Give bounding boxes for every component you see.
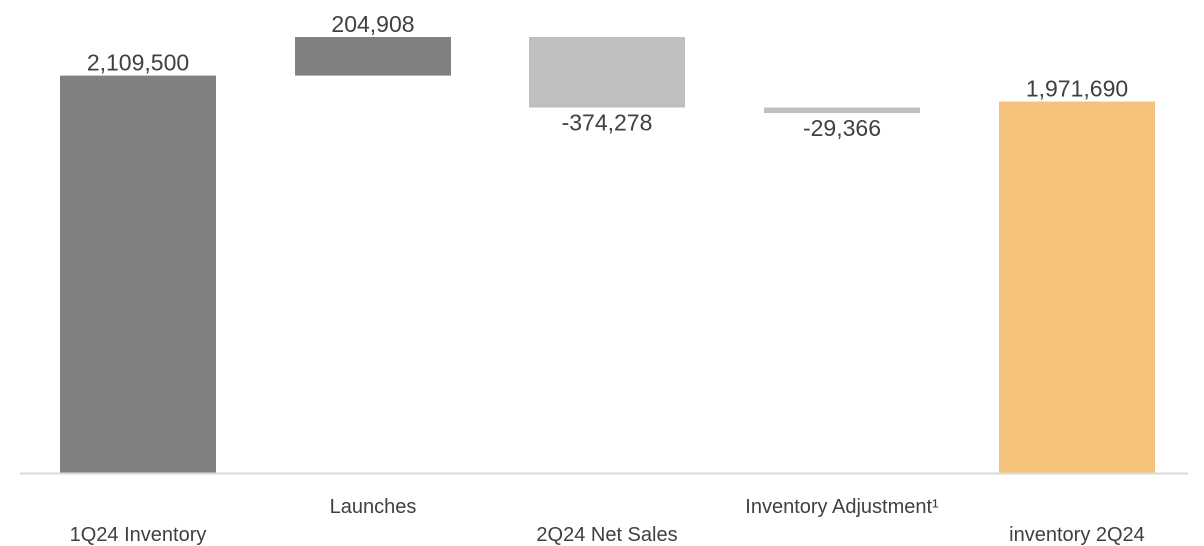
category-labels-group: 1Q24 Inventory Launches 2Q24 Net Sales Inve… [70,496,1145,546]
bars-group [60,37,1155,474]
category-label-2: Launches [330,496,417,518]
category-label-1: 1Q24 Inventory [70,524,207,546]
bar-5 [999,101,1155,474]
bar-3 [529,37,685,108]
data-label-1: 2,109,500 [87,50,189,76]
bar-1 [60,75,216,473]
bar-2 [295,37,451,76]
value-labels-group: 2,109,500 204,908 -374,278 -29,366 1,971,690 [87,11,1128,141]
category-label-3: 2Q24 Net Sales [536,524,677,546]
category-label-4: Inventory Adjustment¹ [745,496,939,518]
data-label-4: -29,366 [803,115,881,141]
data-label-5: 1,971,690 [1026,76,1128,102]
bar-4 [764,107,920,114]
category-label-5: inventory 2Q24 [1009,524,1145,546]
data-label-2: 204,908 [331,11,414,37]
data-label-3: -374,278 [562,110,653,136]
